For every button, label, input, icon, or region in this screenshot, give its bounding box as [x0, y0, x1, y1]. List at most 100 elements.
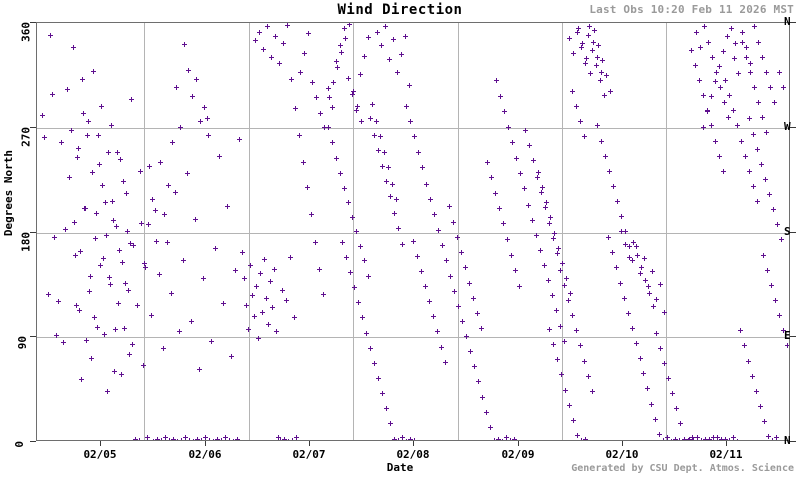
data-point: [276, 435, 281, 440]
data-point: [207, 438, 212, 440]
data-point: [67, 175, 72, 180]
data-point: [510, 140, 515, 145]
data-point: [141, 363, 146, 368]
data-point: [571, 51, 576, 56]
data-point: [86, 119, 91, 124]
data-point: [146, 222, 151, 227]
data-point: [739, 139, 744, 144]
x-axis-tick: [726, 441, 727, 446]
data-point: [547, 221, 552, 226]
data-point: [179, 438, 184, 440]
data-point: [717, 154, 722, 159]
data-point: [558, 268, 563, 273]
data-point: [153, 208, 158, 213]
data-point: [412, 134, 417, 139]
x-axis-tick: [309, 441, 310, 446]
data-point: [126, 288, 131, 293]
data-point: [568, 291, 573, 296]
data-point: [762, 419, 767, 424]
data-point: [274, 329, 279, 334]
data-point: [84, 338, 89, 343]
data-point: [167, 438, 172, 440]
data-point: [169, 291, 174, 296]
data-point: [768, 85, 773, 90]
data-point: [554, 308, 559, 313]
data-point: [763, 177, 768, 182]
page-title: Wind Direction: [337, 2, 463, 18]
data-point: [154, 239, 159, 244]
data-point: [669, 439, 674, 440]
data-point: [760, 55, 765, 60]
data-point: [552, 231, 557, 236]
data-point: [97, 162, 102, 167]
data-point: [540, 185, 545, 190]
plot-frame: [36, 22, 790, 441]
data-point: [689, 48, 694, 53]
y-axis-tick-label: 0: [12, 441, 26, 448]
data-point: [662, 361, 667, 366]
data-point: [558, 324, 563, 329]
data-point: [412, 438, 417, 440]
data-point: [351, 89, 356, 94]
data-point: [677, 438, 682, 440]
data-point: [564, 276, 569, 281]
data-point: [107, 275, 112, 280]
scatter-plot-area[interactable]: [37, 23, 789, 440]
x-axis-tick-label: 02/09: [501, 448, 535, 461]
data-point: [326, 86, 331, 91]
data-point: [187, 438, 192, 440]
data-point: [63, 227, 68, 232]
data-point: [408, 119, 413, 124]
data-point: [622, 296, 627, 301]
data-point: [665, 435, 670, 440]
data-point: [504, 435, 509, 440]
data-point: [455, 235, 460, 240]
data-point: [182, 42, 187, 47]
data-point: [526, 203, 531, 208]
data-point: [42, 135, 47, 140]
data-point: [764, 130, 769, 135]
compass-axis-label: W: [784, 120, 791, 133]
data-point: [627, 244, 632, 249]
data-point: [293, 106, 298, 111]
data-point: [344, 255, 349, 260]
data-point: [475, 311, 480, 316]
data-point: [254, 284, 259, 289]
data-point: [535, 175, 540, 180]
data-point: [781, 85, 786, 90]
data-point: [610, 250, 615, 255]
data-point: [653, 417, 658, 422]
data-point: [488, 425, 493, 430]
data-point: [443, 360, 448, 365]
data-point: [715, 435, 720, 440]
data-point: [777, 313, 782, 318]
data-point: [61, 340, 66, 345]
data-point: [758, 404, 763, 409]
data-point: [682, 437, 687, 440]
data-point: [431, 314, 436, 319]
data-point: [599, 70, 604, 75]
data-point: [338, 43, 343, 48]
data-point: [530, 218, 535, 223]
data-point: [779, 237, 784, 242]
data-point: [752, 24, 757, 29]
data-point: [71, 45, 76, 50]
data-point: [350, 215, 355, 220]
data-point: [411, 239, 416, 244]
data-point: [755, 147, 760, 152]
x-axis-tick-label: 02/11: [709, 448, 743, 461]
data-point: [407, 83, 412, 88]
x-axis-tick: [100, 441, 101, 446]
data-point: [118, 157, 123, 162]
data-point: [302, 51, 307, 56]
data-point: [626, 311, 631, 316]
data-point: [151, 439, 156, 440]
data-point: [350, 92, 355, 97]
data-point: [297, 133, 302, 138]
data-point: [657, 432, 662, 437]
data-point: [606, 235, 611, 240]
data-point: [736, 71, 741, 76]
data-point: [722, 100, 727, 105]
data-point: [102, 332, 107, 337]
data-point: [370, 102, 375, 107]
